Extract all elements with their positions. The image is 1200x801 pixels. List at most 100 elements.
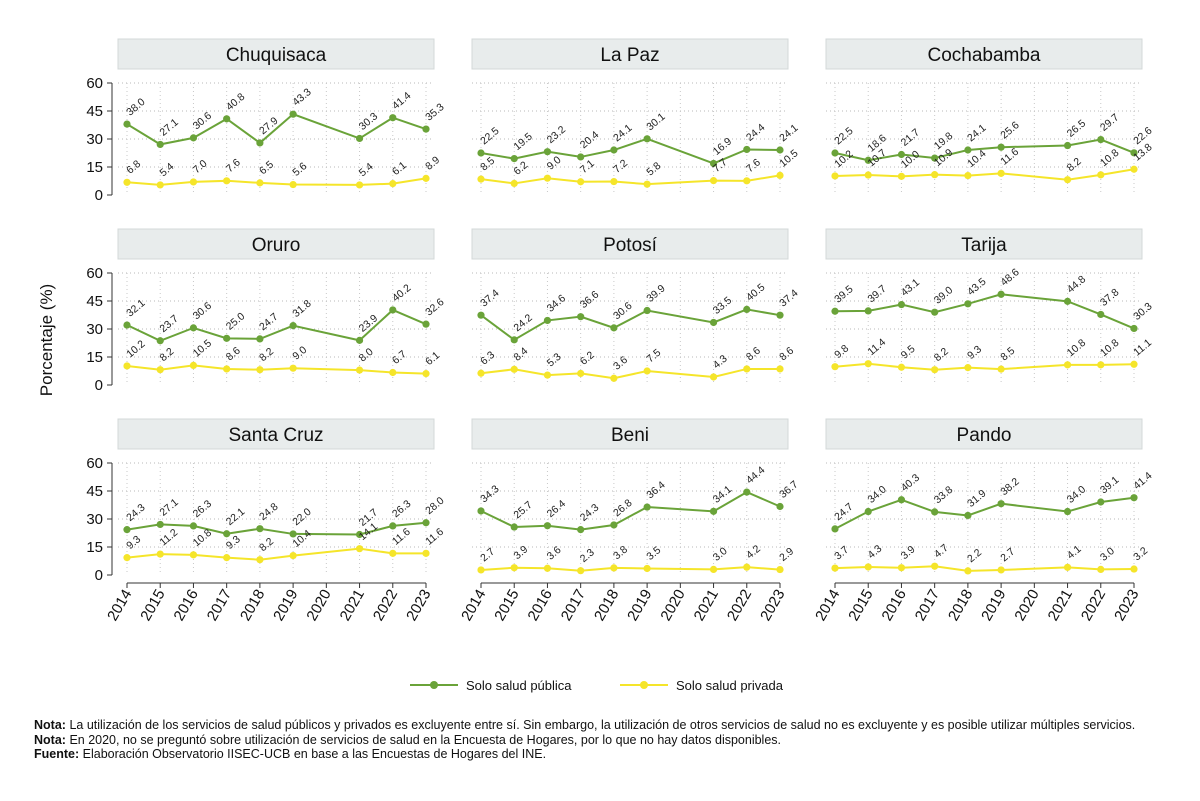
panel-title-strip [471, 228, 789, 260]
data-label-public: 30.3 [1131, 300, 1154, 322]
data-label-public: 23.7 [157, 313, 180, 335]
y-tick-label: 0 [95, 377, 103, 394]
y-tick-label: 0 [95, 567, 103, 584]
panel-beni: Beni 2014 2015 2016 2017 2018 2019 2020 2021 2022… [458, 418, 801, 624]
x-tick-label: 2022 [370, 587, 401, 624]
point-private [997, 169, 1005, 177]
point-private [223, 365, 231, 373]
data-label-public: 38.2 [998, 476, 1021, 498]
point-private [189, 178, 198, 186]
y-tick-label: 15 [86, 539, 103, 556]
series-line-public [834, 496, 1135, 530]
point-private [610, 564, 618, 572]
panel-title-strip [825, 228, 1143, 260]
point-public [897, 150, 906, 159]
series-line-private [480, 367, 780, 380]
point-public [610, 146, 618, 154]
x-tick-label: 2014 [104, 587, 135, 624]
data-label-public: 43.3 [290, 86, 313, 108]
y-tick-label: 60 [86, 75, 103, 92]
data-label-private: 2.7 [478, 546, 497, 565]
point-public [1063, 297, 1072, 305]
data-label-private: 10.8 [1098, 147, 1121, 169]
point-private [189, 361, 198, 369]
point-private [510, 365, 518, 373]
data-label-public: 28.0 [423, 495, 446, 517]
notes: Nota: La utilización de los servicios de… [34, 718, 1200, 762]
panel-title: Santa Cruz [228, 425, 323, 446]
point-public [743, 305, 751, 313]
data-label-private: 2.3 [578, 546, 597, 565]
point-private [897, 564, 906, 572]
point-private [422, 174, 430, 182]
point-public [577, 526, 585, 534]
data-label-public: 27.1 [157, 496, 180, 518]
x-tick-label: 2018 [591, 587, 622, 624]
point-public [422, 125, 430, 133]
data-label-private: 10.5 [191, 337, 214, 359]
point-public [897, 300, 906, 309]
data-label-public: 48.6 [998, 266, 1021, 288]
note-1-label: Nota: [34, 718, 66, 732]
data-label-public: 30.6 [191, 300, 214, 322]
panel-title-strip [825, 418, 1143, 450]
point-private [123, 554, 131, 562]
data-label-private: 10.2 [124, 338, 147, 360]
point-private [477, 369, 485, 377]
point-private [1063, 176, 1072, 184]
point-private [709, 373, 718, 381]
point-public [289, 110, 297, 118]
data-label-public: 24.7 [257, 311, 280, 333]
data-label-private: 11.4 [865, 336, 888, 358]
panel-title: Chuquisaca [226, 45, 327, 66]
data-label-private: 6.8 [124, 158, 143, 177]
data-label-private: 7.0 [191, 158, 210, 177]
panel-title: Beni [611, 425, 649, 446]
panel-la-paz: La Paz 22.5 19.5 23.2 20.4 24.1 30.1 16.9 24.4 24… [471, 38, 801, 195]
point-public [831, 525, 839, 533]
data-label-public: 22.0 [290, 506, 313, 528]
point-public [931, 508, 939, 516]
point-private [256, 556, 264, 564]
point-private [831, 172, 839, 180]
point-private [1097, 565, 1105, 574]
legend-private-marker [640, 681, 648, 689]
point-public [864, 156, 872, 164]
x-tick-label: 2017 [204, 587, 235, 624]
point-private [543, 564, 552, 572]
data-label-public: 44.8 [1065, 273, 1088, 295]
point-private [709, 565, 718, 574]
point-public [931, 308, 939, 316]
x-tick-label: 2018 [237, 587, 268, 624]
y-tick-label: 30 [86, 321, 103, 338]
point-private [389, 180, 397, 188]
point-public [510, 155, 518, 163]
series-line-private [834, 362, 1135, 371]
y-tick-label: 30 [86, 131, 103, 148]
point-private [422, 549, 430, 557]
point-private [543, 174, 552, 182]
point-public [477, 311, 485, 319]
point-public [997, 143, 1005, 151]
point-public [743, 145, 751, 154]
point-public [289, 322, 297, 330]
point-public [543, 316, 552, 325]
point-public [422, 320, 430, 328]
data-label-private: 11.6 [423, 526, 446, 548]
point-public [389, 306, 397, 314]
data-label-public: 26.3 [191, 498, 214, 520]
point-private [776, 171, 784, 179]
x-tick-label: 2023 [403, 587, 434, 624]
point-public [1097, 498, 1105, 506]
data-label-public: 39.0 [932, 284, 955, 306]
point-public [776, 146, 784, 154]
point-private [223, 177, 231, 185]
point-public [997, 500, 1005, 508]
point-public [289, 530, 297, 538]
x-tick-label: 2019 [624, 587, 655, 624]
